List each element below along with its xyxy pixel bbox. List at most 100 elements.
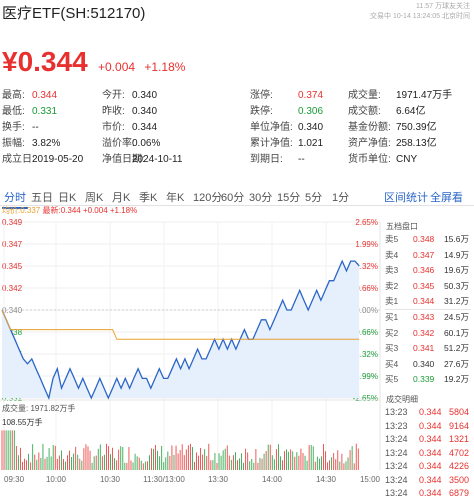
y-tick-pct: 1.32% (355, 262, 378, 271)
tab-tool[interactable]: 全屏看 (430, 192, 463, 204)
quote-label: 成立日: (2, 154, 35, 165)
y-tick-pct: 0.66% (355, 284, 378, 293)
orderbook-row: 卖2 0.345 50.3万 (385, 280, 471, 292)
quote-label: 市价: (102, 122, 125, 133)
orderbook-row: 卖3 0.346 19.6万 (385, 264, 471, 276)
quote-label: 最高: (2, 90, 25, 101)
tab-period[interactable]: 季K (139, 192, 158, 204)
y-tick-price: 0.345 (2, 262, 23, 271)
tab-period[interactable]: 月K (112, 192, 131, 204)
quote-label: 单位净值: (250, 122, 293, 133)
x-tick: 14:00 (262, 475, 283, 484)
quote-value: -- (298, 154, 305, 165)
tab-period[interactable]: 5分 (305, 192, 323, 204)
quote-value: -- (32, 122, 39, 133)
orderbook-price: 0.343 (413, 312, 435, 322)
quote-label: 昨收: (102, 106, 125, 117)
tab-period[interactable]: 15分 (277, 192, 301, 204)
trade-row: 13:24 0.344 4702 (385, 447, 471, 459)
tab-period[interactable]: 30分 (249, 192, 273, 204)
orderbook-row: 买3 0.341 51.2万 (385, 342, 471, 354)
quote-row: 最高: 0.344 今开: 0.340 涨停: 0.374 成交量: 1971.47万手 (2, 88, 472, 104)
trade-volume: 6879 (448, 488, 469, 498)
trade-time: 13:24 (385, 461, 408, 471)
price-change: +0.004 +1.18% (98, 60, 191, 74)
current-price: ¥0.344 (2, 46, 88, 77)
orderbook-row: 买4 0.340 27.6万 (385, 358, 471, 370)
x-tick: 10:30 (100, 475, 121, 484)
trade-volume: 4226 (448, 461, 469, 471)
trade-price: 0.344 (419, 434, 442, 444)
trade-price: 0.344 (419, 488, 442, 498)
trade-row: 13:23 0.344 5804 (385, 406, 471, 418)
trade-price: 0.344 (419, 461, 442, 471)
y-tick-pct: -1.99% (353, 372, 378, 381)
trade-volume: 5804 (448, 407, 469, 417)
quote-value: 1.021 (298, 138, 324, 149)
tab-period[interactable]: 周K (85, 192, 104, 204)
orderbook-side: 卖5 (385, 234, 399, 244)
quote-value: 0.331 (32, 106, 58, 117)
y-tick-price: 0.342 (2, 284, 23, 293)
x-tick: 13:30 (208, 475, 229, 484)
quote-label: 换手: (2, 122, 25, 133)
tab-period[interactable]: 五日 (31, 192, 53, 204)
quote-label: 到期日: (250, 154, 283, 165)
tab-period[interactable]: 年K (166, 192, 185, 204)
trade-price: 0.344 (419, 474, 442, 485)
orderbook-side: 卖1 (385, 296, 399, 307)
quote-label: 净值日期: (102, 154, 145, 165)
trade-row: 13:24 0.344 4226 (385, 460, 471, 472)
quote-label: 最低: (2, 106, 25, 117)
x-tick: 09:30 (4, 475, 25, 484)
x-tick: 10:00 (46, 475, 67, 484)
tab-period[interactable]: 分时 (2, 189, 28, 209)
trade-price: 0.344 (419, 447, 442, 458)
quote-row: 最低: 0.331 昨收: 0.340 跌停: 0.306 成交额: 6.64亿 (2, 104, 472, 120)
tab-tool[interactable]: 区间统计 (384, 192, 428, 204)
legend-latest: 最新:0.344 +0.004 +1.18% (42, 206, 138, 215)
orderbook-price: 0.340 (413, 358, 435, 369)
y-tick-price: 0.349 (2, 218, 23, 227)
chart-legend: 均价:0.337 最新:0.344 +0.004 +1.18% (2, 205, 137, 216)
orderbook-volume: 60.1万 (443, 327, 469, 338)
orderbook-price: 0.341 (413, 343, 435, 354)
orderbook-volume: 50.3万 (443, 280, 469, 291)
orderbook-price: 0.348 (413, 234, 435, 244)
y-tick-pct: -1.32% (353, 350, 378, 359)
orderbook-volume: 15.6万 (443, 234, 469, 244)
trade-price: 0.344 (419, 420, 442, 431)
orderbook-divider (385, 309, 471, 310)
legend-avg: 均价:0.337 (2, 206, 41, 215)
price-line (1, 259, 360, 401)
tab-period[interactable]: 60分 (221, 192, 245, 204)
orderbook-side: 买5 (385, 374, 399, 385)
quote-label: 振幅: (2, 138, 25, 149)
tab-period[interactable]: 日K (58, 192, 77, 204)
y-tick-pct: 1.99% (355, 240, 378, 249)
orderbook-side: 买3 (385, 343, 399, 354)
trade-price: 0.344 (419, 407, 442, 417)
quote-label: 货币单位: (348, 154, 391, 165)
trade-time: 13:23 (385, 420, 408, 431)
orderbook-row: 卖5 0.348 15.6万 (385, 233, 471, 245)
y-tick-pct: -0.66% (353, 328, 378, 337)
trade-time: 13:24 (385, 447, 408, 458)
quote-label: 成交额: (348, 106, 381, 117)
quote-value: 0.340 (132, 90, 158, 101)
volume-max: 108.55万手 (2, 418, 43, 427)
trade-volume: 4702 (448, 447, 469, 458)
quote-value: 6.64亿 (396, 106, 426, 117)
orderbook-side: 买4 (385, 358, 399, 369)
orderbook-volume: 19.6万 (443, 265, 469, 276)
orderbook-side: 买1 (385, 312, 399, 322)
chart-period-tabs: 分时 五日 日K 周K 月K 季K 年K 120分 60分 30分 15分 5分 1分 区间统计 全屏看 (0, 187, 474, 209)
tab-period[interactable]: 120分 (193, 192, 223, 204)
quote-label: 今开: (102, 90, 125, 101)
tab-period[interactable]: 1分 (332, 192, 350, 204)
orderbook-price: 0.339 (413, 374, 435, 385)
orderbook-row: 买1 0.343 24.5万 (385, 311, 471, 323)
orderbook-volume: 51.2万 (443, 343, 469, 354)
quote-value: 2019-05-20 (32, 154, 84, 165)
